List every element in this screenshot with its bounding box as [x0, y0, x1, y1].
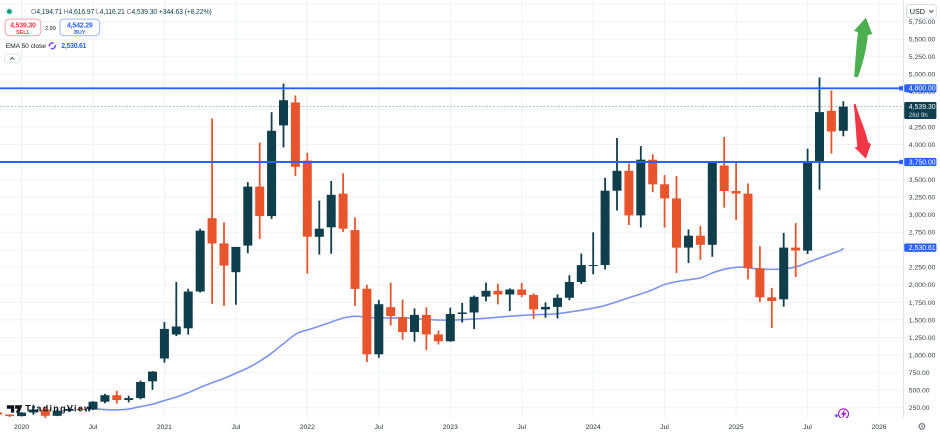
svg-text:2,250.00: 2,250.00	[909, 265, 936, 272]
svg-text:Jul: Jul	[232, 424, 241, 431]
svg-text:Jul: Jul	[517, 424, 526, 431]
svg-text:2,530.61: 2,530.61	[909, 245, 936, 252]
svg-text:1,500.00: 1,500.00	[909, 317, 936, 324]
svg-text:2023: 2023	[443, 424, 458, 431]
svg-text:2024: 2024	[586, 424, 601, 431]
svg-text:4,750.00: 4,750.00	[909, 89, 936, 96]
svg-text:O4,194.71 H4,616.97 L4,116.21: O4,194.71 H4,616.97 L4,116.21 C4,539.30 …	[31, 9, 212, 16]
svg-text:26d 9h: 26d 9h	[909, 112, 928, 119]
svg-text:2,000.00: 2,000.00	[909, 282, 936, 289]
svg-text:5,750.00: 5,750.00	[909, 19, 936, 26]
svg-text:750.00: 750.00	[909, 370, 930, 377]
svg-text:4,539.30: 4,539.30	[10, 22, 36, 29]
svg-text:2025: 2025	[729, 424, 744, 431]
svg-text:BUY: BUY	[74, 30, 86, 36]
svg-text:USD: USD	[910, 7, 925, 16]
svg-text:2020: 2020	[14, 424, 29, 431]
svg-text:3,750.00: 3,750.00	[909, 159, 936, 166]
svg-text:Jul: Jul	[660, 424, 669, 431]
svg-text:EMA 50 close: EMA 50 close	[6, 43, 47, 50]
svg-text:2026: 2026	[871, 424, 886, 431]
svg-text:3,250.00: 3,250.00	[909, 195, 936, 202]
svg-text:2,750.00: 2,750.00	[909, 230, 936, 237]
svg-text:4,250.00: 4,250.00	[909, 124, 936, 131]
svg-text:5,500.00: 5,500.00	[909, 37, 936, 44]
svg-text:1,250.00: 1,250.00	[909, 335, 936, 342]
svg-text:2,530.61: 2,530.61	[61, 43, 86, 50]
svg-text:500.00: 500.00	[909, 388, 930, 395]
svg-text:4,539.30: 4,539.30	[909, 104, 936, 111]
svg-text:Jul: Jul	[89, 424, 98, 431]
svg-text:Jul: Jul	[803, 424, 812, 431]
svg-text:3,000.00: 3,000.00	[909, 212, 936, 219]
svg-text:5,000.00: 5,000.00	[909, 72, 936, 79]
svg-text:TradingView: TradingView	[25, 403, 92, 413]
svg-text:1,750.00: 1,750.00	[909, 300, 936, 307]
svg-text:2.99: 2.99	[45, 26, 56, 32]
svg-text:5,250.00: 5,250.00	[909, 54, 936, 61]
svg-text:3,500.00: 3,500.00	[909, 177, 936, 184]
svg-text:250.00: 250.00	[909, 405, 930, 412]
svg-text:1,000.00: 1,000.00	[909, 352, 936, 359]
svg-text:SELL: SELL	[16, 30, 30, 36]
svg-text:2022: 2022	[300, 424, 315, 431]
svg-text:4,800.00: 4,800.00	[909, 86, 936, 93]
svg-text:2021: 2021	[157, 424, 172, 431]
svg-text:Jul: Jul	[374, 424, 383, 431]
svg-text:4,000.00: 4,000.00	[909, 142, 936, 149]
svg-text:4,542.29: 4,542.29	[67, 22, 93, 29]
